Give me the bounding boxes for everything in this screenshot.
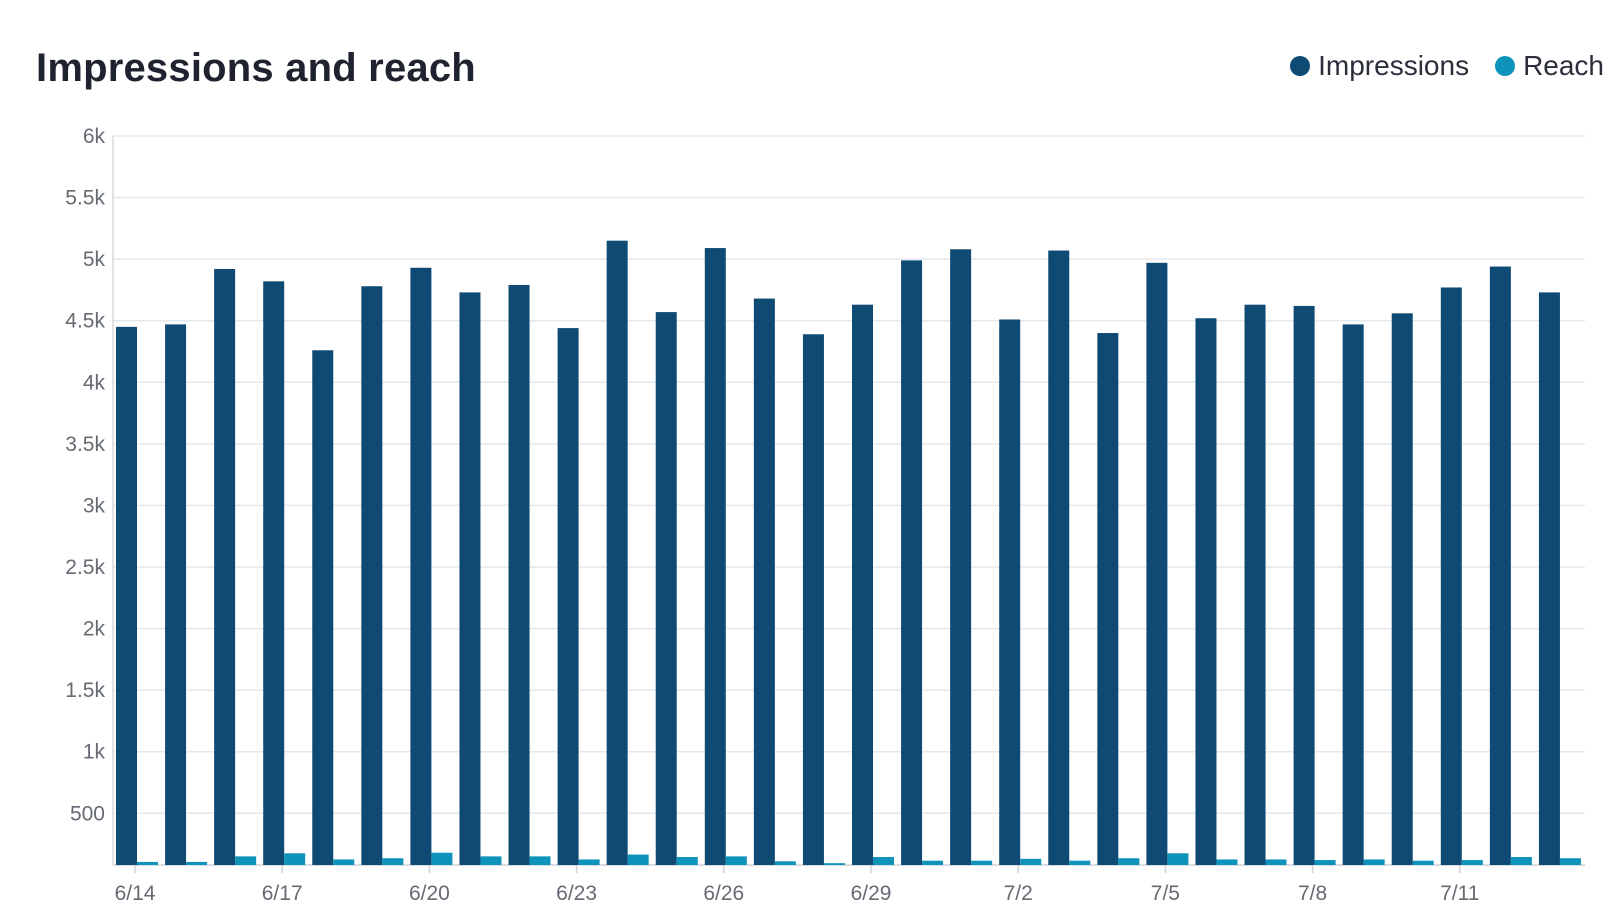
legend-swatch-impressions [1290, 56, 1311, 76]
reach-bar[interactable] [922, 860, 944, 865]
reach-bar[interactable] [333, 859, 355, 865]
x-tick-label: 6/29 [851, 882, 892, 905]
reach-bar[interactable] [1265, 859, 1287, 865]
reach-bar[interactable] [1216, 859, 1238, 865]
x-tick-label: 7/5 [1151, 882, 1180, 905]
legend-label-reach: Reach [1523, 50, 1604, 81]
impressions-bar[interactable] [1195, 318, 1217, 865]
y-tick-label: 2.5k [65, 556, 105, 579]
impressions-bar[interactable] [214, 268, 236, 865]
x-tick-label: 7/2 [1004, 882, 1033, 905]
impressions-bar[interactable] [1048, 250, 1070, 865]
legend-label-impressions: Impressions [1318, 50, 1470, 81]
y-tick-label: 1.5k [65, 679, 105, 702]
impressions-bar[interactable] [1244, 304, 1266, 865]
impressions-bar[interactable] [1391, 313, 1413, 865]
reach-bar[interactable] [971, 860, 993, 865]
reach-bar[interactable] [284, 853, 306, 865]
impressions-bar[interactable] [361, 286, 383, 865]
reach-bar[interactable] [1069, 860, 1091, 865]
impressions-bar[interactable] [1440, 287, 1462, 865]
chart-legend: Impressions Reach [1290, 50, 1604, 82]
chart-title: Impressions and reach [36, 46, 476, 90]
impressions-bar[interactable] [116, 326, 137, 865]
reach-bar[interactable] [1559, 858, 1581, 865]
impressions-bar[interactable] [802, 334, 824, 866]
impressions-bar[interactable] [1097, 333, 1119, 865]
y-tick-label: 6k [83, 125, 106, 148]
reach-bar[interactable] [1314, 860, 1336, 865]
y-tick-label: 4.5k [65, 310, 105, 333]
x-tick-label: 7/8 [1298, 882, 1327, 905]
x-tick-label: 6/26 [703, 882, 744, 905]
x-tick-label: 7/11 [1440, 882, 1479, 905]
x-tick-label: 6/17 [262, 882, 303, 905]
impressions-bar[interactable] [606, 240, 628, 866]
legend-item-impressions[interactable]: Impressions [1290, 50, 1469, 82]
impressions-bar[interactable] [901, 260, 923, 866]
x-tick-label: 6/23 [556, 882, 597, 905]
impressions-bar[interactable] [1146, 262, 1168, 865]
x-tick-label: 6/14 [115, 882, 156, 905]
y-tick-label: 4k [83, 371, 106, 394]
impressions-bar[interactable] [312, 350, 334, 865]
y-tick-label: 5.5k [65, 187, 105, 210]
reach-bar[interactable] [725, 856, 747, 865]
reach-bar[interactable] [676, 856, 698, 865]
impressions-bar[interactable] [753, 298, 775, 865]
reach-bar[interactable] [431, 852, 453, 865]
reach-bar[interactable] [382, 858, 404, 865]
impressions-bar[interactable] [1489, 266, 1511, 865]
reach-bar[interactable] [186, 861, 208, 865]
impressions-bar[interactable] [1293, 305, 1315, 866]
reach-bar[interactable] [480, 856, 502, 865]
impressions-bar[interactable] [263, 281, 285, 865]
impressions-bar[interactable] [852, 304, 873, 865]
impressions-bar[interactable] [165, 324, 187, 865]
impressions-bar[interactable] [950, 249, 972, 866]
impressions-bar[interactable] [655, 312, 677, 865]
reach-bar[interactable] [1461, 860, 1483, 865]
reach-bar[interactable] [235, 856, 257, 865]
impressions-bar[interactable] [704, 248, 726, 865]
y-tick-label: 500 [70, 802, 105, 825]
x-tick-label: 6/20 [409, 882, 450, 905]
impressions-bar[interactable] [557, 328, 579, 866]
impressions-bar[interactable] [508, 285, 530, 865]
reach-bar[interactable] [627, 854, 649, 865]
y-tick-label: 5k [83, 248, 106, 271]
legend-item-reach[interactable]: Reach [1495, 50, 1604, 82]
impressions-bar[interactable] [1538, 292, 1560, 865]
y-tick-label: 3.5k [65, 433, 105, 456]
reach-bar[interactable] [1020, 858, 1042, 865]
y-tick-label: 1k [83, 741, 106, 764]
legend-swatch-reach [1495, 56, 1516, 76]
impressions-bar[interactable] [1342, 324, 1364, 865]
impressions-bar[interactable] [999, 319, 1021, 865]
reach-bar[interactable] [1510, 856, 1532, 865]
y-tick-label: 2k [83, 618, 106, 641]
reach-bar[interactable] [1118, 858, 1140, 865]
reach-bar[interactable] [823, 863, 845, 865]
impressions-bar[interactable] [459, 292, 481, 865]
reach-bar[interactable] [873, 856, 894, 865]
reach-bar[interactable] [774, 861, 796, 865]
reach-bar[interactable] [1167, 853, 1189, 865]
reach-bar[interactable] [137, 861, 158, 865]
impressions-bar[interactable] [410, 267, 432, 865]
y-tick-label: 3k [83, 494, 106, 517]
reach-bar[interactable] [578, 859, 600, 865]
reach-bar[interactable] [529, 856, 551, 865]
reach-bar[interactable] [1363, 859, 1385, 865]
reach-bar[interactable] [1412, 860, 1434, 865]
